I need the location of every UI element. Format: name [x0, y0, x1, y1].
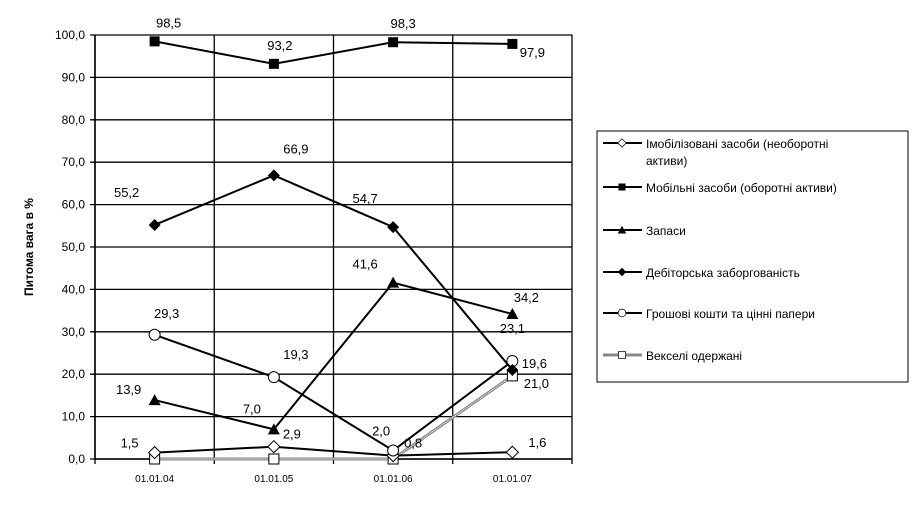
legend-label: Грошові кошти та цінні папери [646, 307, 815, 321]
legend-item: Імобілізовані засоби (необоротні активи) [603, 137, 828, 168]
y-tick-label: 90,0 [62, 70, 86, 84]
gridlines [90, 34, 573, 464]
square-filled-marker [507, 38, 518, 49]
data-label: 21,0 [524, 376, 549, 391]
data-label: 29,3 [154, 306, 179, 321]
triangle-filled-marker [387, 276, 400, 288]
legend-label: Векселі одержані [646, 349, 742, 363]
series-2 [148, 276, 519, 435]
y-tick-label: 80,0 [62, 113, 86, 127]
legend-label: Мобільні засоби (оборотні активи) [646, 181, 837, 195]
data-label: 13,9 [116, 382, 141, 397]
data-label: 1,5 [121, 436, 139, 451]
y-tick-label: 30,0 [62, 325, 86, 339]
data-label: 23,1 [500, 321, 525, 336]
series-line [154, 445, 513, 457]
y-axis-title: Питома вага в % [22, 198, 36, 296]
data-label: 98,3 [390, 16, 415, 31]
square-filled-marker [149, 36, 160, 47]
legend-item: Векселі одержані [603, 349, 742, 363]
legend-item: Дебіторська заборгованість [603, 266, 800, 280]
diamond-open-marker [147, 445, 162, 460]
y-tick-label: 20,0 [62, 367, 86, 381]
legend-label-line: Імобілізовані засоби (необоротні [646, 137, 828, 151]
circle-open-marker [387, 444, 400, 457]
square-open-marker [268, 453, 280, 465]
data-label: 0,8 [404, 436, 422, 451]
triangle-filled-marker [506, 307, 519, 319]
y-tick-label: 10,0 [62, 410, 86, 424]
data-label: 34,2 [514, 290, 539, 305]
x-tick-label: 01.01.07 [493, 474, 532, 485]
x-tick-label: 01.01.04 [135, 474, 174, 485]
diamond-open-marker [505, 445, 520, 459]
x-tick-label: 01.01.05 [254, 474, 293, 485]
legend-label: Запаси [646, 224, 686, 238]
square-open-marker [618, 351, 626, 359]
series-line [154, 281, 513, 431]
square-filled-marker [388, 37, 399, 48]
x-tick-label: 01.01.06 [374, 474, 413, 485]
data-labels: 19,6 1,5 2,9 0,8 1,6 29,3 19,3 2,0 23,1 55,2 66,9 5… [114, 15, 549, 450]
data-label: 93,2 [267, 38, 292, 53]
y-axis: 0,0 10,0 20,0 30,0 40,0 50,0 60,0 70,0 80,0 90,0 1… [55, 28, 85, 466]
data-label: 2,9 [283, 427, 301, 442]
data-label: 7,0 [243, 401, 261, 416]
series-1 [149, 36, 518, 69]
y-tick-label: 0,0 [68, 452, 85, 466]
diamond-filled-marker [387, 221, 400, 234]
square-filled-marker [618, 183, 626, 191]
legend-item: Грошові кошти та цінні папери [603, 307, 815, 321]
data-label: 54,7 [352, 191, 377, 206]
triangle-filled-marker [148, 394, 161, 406]
y-tick-label: 40,0 [62, 282, 86, 296]
diamond-filled-marker [148, 218, 161, 231]
y-tick-label: 50,0 [62, 240, 86, 254]
diamond-filled-marker [506, 363, 519, 376]
legend-label: Імобілізовані засоби (необоротні активи) [646, 137, 828, 168]
data-label: 97,9 [520, 45, 545, 60]
circle-open-marker [148, 328, 161, 341]
series-group [147, 36, 520, 465]
y-tick-label: 70,0 [62, 155, 86, 169]
y-tick-label: 100,0 [55, 28, 85, 42]
data-label: 66,9 [283, 141, 308, 156]
data-label: 19,3 [283, 347, 308, 362]
diamond-filled-marker [267, 169, 280, 182]
legend-box [596, 130, 909, 383]
legend-label: Дебіторська заборгованість [646, 266, 800, 280]
square-filled-marker [268, 58, 279, 69]
diamond-open-marker [267, 439, 281, 454]
legend: Імобілізовані засоби (необоротні активи) М… [596, 130, 909, 383]
y-tick-label: 60,0 [62, 198, 86, 212]
x-axis: 01.01.04 01.01.05 01.01.06 01.01.07 [135, 474, 532, 485]
data-label: 19,6 [522, 356, 547, 371]
legend-item: Мобільні засоби (оборотні активи) [603, 181, 837, 195]
data-label: 55,2 [114, 185, 139, 200]
data-label: 41,6 [352, 257, 377, 272]
legend-label-line: активи) [646, 154, 687, 168]
series-line [154, 333, 513, 452]
circle-open-marker [267, 371, 280, 384]
data-label: 1,6 [528, 435, 546, 450]
data-label: 2,0 [372, 424, 390, 439]
data-label: 98,5 [156, 15, 181, 30]
legend-item: Запаси [603, 224, 686, 238]
triangle-filled-marker [267, 423, 280, 435]
circle-open-marker [617, 308, 627, 318]
series-line [154, 40, 513, 65]
series-line-inner [154, 375, 513, 460]
triangle-filled-marker [617, 225, 627, 234]
diamond-filled-marker [617, 267, 627, 277]
diamond-open-marker [617, 138, 627, 148]
